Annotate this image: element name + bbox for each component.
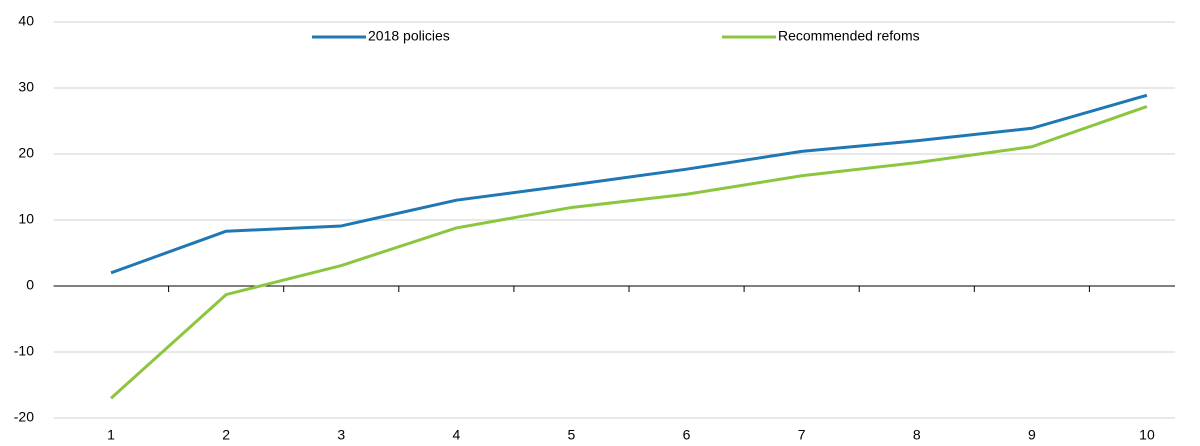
y-tick-label: 10 <box>18 211 34 227</box>
x-tick-label: 6 <box>683 427 691 443</box>
x-tick-label: 3 <box>337 427 345 443</box>
y-tick-label: -10 <box>14 343 34 359</box>
x-tick-label: 10 <box>1139 427 1155 443</box>
y-tick-label: -20 <box>14 409 34 425</box>
legend-label: Recommended refoms <box>778 28 920 44</box>
x-tick-label: 4 <box>452 427 460 443</box>
x-tick-label: 8 <box>913 427 921 443</box>
x-tick-label: 7 <box>798 427 806 443</box>
x-tick-label: 9 <box>1028 427 1036 443</box>
y-tick-label: 20 <box>18 145 34 161</box>
y-tick-label: 0 <box>26 277 34 293</box>
y-tick-label: 40 <box>18 13 34 29</box>
x-tick-label: 1 <box>107 427 115 443</box>
x-tick-label: 2 <box>222 427 230 443</box>
series-line <box>110 93 1148 275</box>
y-tick-label: 30 <box>18 79 34 95</box>
x-tick-label: 5 <box>568 427 576 443</box>
series-line <box>110 105 1148 400</box>
legend-label: 2018 policies <box>368 28 450 44</box>
